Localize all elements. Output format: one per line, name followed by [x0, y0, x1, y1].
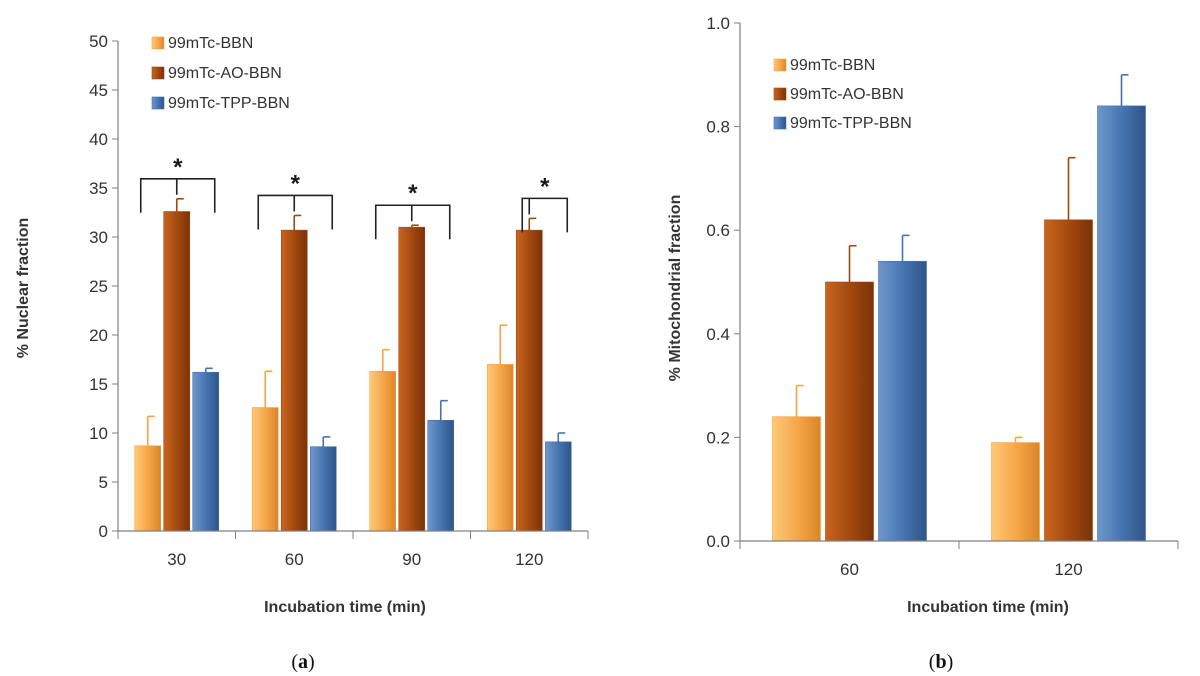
bar-bbn-120 — [991, 442, 1040, 542]
bar-ao-bbn-120 — [515, 229, 543, 532]
x-tick-label: 120 — [1054, 560, 1082, 579]
y-tick-label: 10 — [89, 424, 108, 443]
x-tick-label: 120 — [515, 550, 543, 569]
y-tick-label: 30 — [89, 228, 108, 247]
bar-bbn-120 — [486, 364, 514, 532]
bar-tpp-bbn-60 — [878, 260, 927, 542]
y-tick-label: 50 — [89, 32, 108, 51]
x-axis-title-a: Incubation time (min) — [264, 599, 426, 616]
y-axis-title-a: % Nuclear fraction — [15, 218, 32, 358]
legend-label-bbn: 99mTc-BBN — [168, 35, 253, 52]
bar-ao-bbn-30 — [163, 211, 191, 532]
y-axis-title-b: % Mitochondrial fraction — [667, 195, 684, 382]
significance-star-120: * — [540, 173, 550, 200]
legend-label-ao-bbn: 99mTc-AO-BBN — [790, 86, 904, 103]
y-tick-label: 25 — [89, 277, 108, 296]
bar-bbn-60 — [772, 416, 821, 542]
y-tick-label: 1.0 — [706, 14, 730, 33]
x-tick-label: 60 — [840, 560, 859, 579]
significance-bracket-120 — [521, 197, 569, 233]
x-tick-label: 60 — [285, 550, 304, 569]
bar-tpp-bbn-120 — [1097, 105, 1146, 542]
x-tick-label: 90 — [402, 550, 421, 569]
significance-bracket-90 — [374, 204, 451, 240]
x-tick-label: 30 — [167, 550, 186, 569]
legend-swatch-ao-bbn — [151, 66, 165, 80]
bar-tpp-bbn-90 — [427, 419, 455, 532]
y-tick-label: 20 — [89, 326, 108, 345]
y-tick-label: 15 — [89, 375, 108, 394]
y-tick-label: 35 — [89, 179, 108, 198]
y-axis-ticks-b: 0.0 0.2 0.4 0.6 0.8 1.0 — [706, 14, 740, 551]
y-tick-label: 0.6 — [706, 221, 730, 240]
y-tick-label: 0.2 — [706, 428, 730, 447]
y-tick-label: 0.4 — [706, 325, 730, 344]
bar-ao-bbn-60 — [825, 281, 874, 542]
panel-label-b: (b) — [929, 651, 953, 673]
legend-swatch-tpp-bbn — [773, 116, 787, 130]
bar-bbn-30 — [134, 445, 162, 532]
bar-tpp-bbn-30 — [192, 371, 220, 532]
bars-a — [134, 197, 572, 532]
significance-star-30: * — [173, 154, 183, 181]
bar-bbn-60 — [251, 407, 279, 532]
legend-b: 99mTc-BBN 99mTc-AO-BBN 99mTc-TPP-BBN — [773, 57, 912, 132]
chart-panel-b: 0.00.20.40.60.81.0 60 120 99mTc-BBN99mTc-… — [667, 14, 1179, 673]
significance-brackets-a: * * * * — [139, 154, 569, 240]
legend-swatch-bbn — [773, 58, 787, 72]
x-axis-title-b: Incubation time (min) — [907, 599, 1069, 616]
y-tick-label: 5 — [99, 473, 108, 492]
bar-ao-bbn-60 — [280, 229, 308, 532]
significance-star-60: * — [291, 170, 301, 197]
legend-label-bbn: 99mTc-BBN — [790, 57, 875, 74]
legend-label-tpp-bbn: 99mTc-TPP-BBN — [168, 95, 290, 112]
legend-label-ao-bbn: 99mTc-AO-BBN — [168, 65, 282, 82]
bars-b — [772, 74, 1146, 542]
bar-bbn-90 — [369, 370, 397, 532]
bar-ao-bbn-120 — [1044, 219, 1093, 542]
x-axis-ticks-b: 60 120 — [739, 541, 1179, 579]
bar-tpp-bbn-120 — [544, 441, 572, 532]
chart-panel-a: 0 5 10 15 20 25 30 35 40 45 50 * * * * 30 60 90 120 99mT… — [15, 32, 589, 673]
y-axis-ticks-a: 0 5 10 15 20 25 30 35 40 45 50 — [89, 32, 118, 541]
significance-bracket-60 — [257, 194, 334, 230]
y-tick-label: 0 — [99, 522, 108, 541]
legend-label-tpp-bbn: 99mTc-TPP-BBN — [790, 115, 912, 132]
legend-swatch-tpp-bbn — [151, 96, 165, 110]
x-axis-ticks-a: 30 60 90 120 — [117, 531, 589, 569]
legend-swatch-bbn — [151, 36, 165, 50]
y-tick-label: 45 — [89, 81, 108, 100]
y-tick-label: 0.8 — [706, 118, 730, 137]
significance-bracket-30 — [139, 177, 216, 213]
legend-swatch-ao-bbn — [773, 87, 787, 101]
y-tick-label: 0.0 — [706, 532, 730, 551]
panel-label-a: (a) — [291, 651, 314, 673]
legend-a: 99mTc-BBN 99mTc-AO-BBN 99mTc-TPP-BBN — [151, 35, 290, 112]
bar-tpp-bbn-60 — [309, 446, 337, 532]
bar-ao-bbn-90 — [398, 226, 426, 532]
y-tick-label: 40 — [89, 130, 108, 149]
significance-star-90: * — [408, 180, 418, 207]
